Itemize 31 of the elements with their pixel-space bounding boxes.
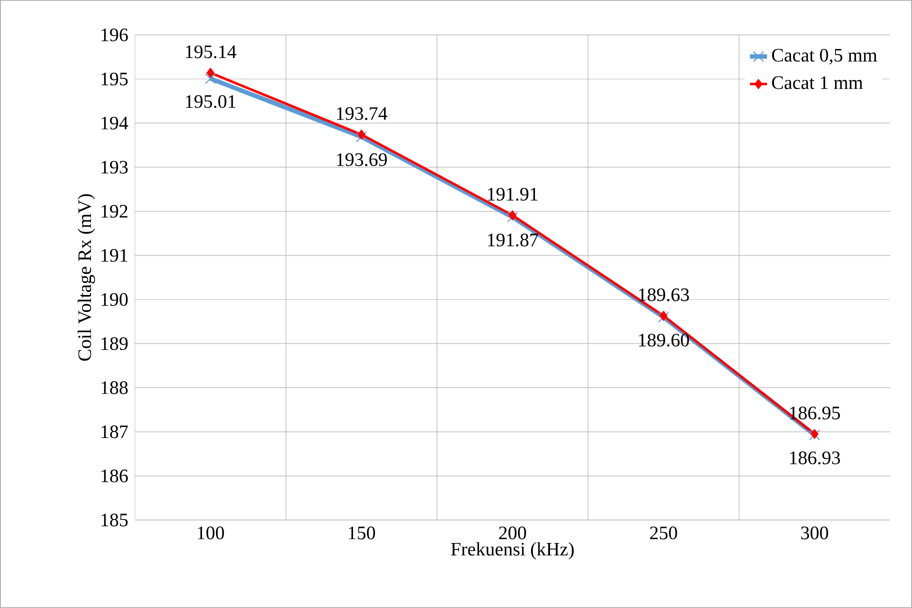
y-tick-label: 185 [102, 514, 128, 526]
y-tick-label: 193 [102, 160, 128, 174]
data-label: 191.87 [488, 234, 538, 247]
y-axis-title: Coil Voltage Rx (mV) [78, 194, 96, 361]
y-tick-label: 187 [102, 425, 128, 438]
y-tick-label: 191 [102, 249, 128, 262]
x-tick-label: 150 [348, 526, 376, 540]
data-label: 195.14 [186, 45, 236, 58]
y-tick-label: 195 [102, 72, 128, 86]
data-label: 193.74 [337, 107, 388, 120]
y-tick-label: 194 [102, 116, 128, 130]
y-tick-label: 189 [102, 337, 128, 350]
legend-label: Cacat 0,5 mm [772, 48, 878, 64]
y-tick-label: 188 [102, 381, 128, 394]
data-label: 189.63 [639, 288, 689, 302]
x-tick-label: 250 [650, 526, 678, 540]
x-axis-title: Frekuensi (kHz) [451, 542, 574, 560]
legend-label: Cacat 1 mm [772, 76, 863, 90]
y-tick-label: 192 [102, 204, 128, 218]
data-label: 189.60 [639, 334, 689, 347]
x-tick-label: 200 [499, 526, 526, 540]
data-label: 186.95 [790, 406, 840, 420]
data-label: 193.69 [337, 153, 387, 166]
data-label: 191.91 [488, 188, 538, 201]
x-tick-label: 300 [801, 526, 828, 540]
y-tick-label: 186 [102, 470, 128, 482]
y-tick-label: 190 [102, 293, 128, 306]
data-label: 186.93 [790, 451, 840, 464]
y-tick-label: 196 [102, 28, 128, 42]
data-label: 195.01 [186, 95, 236, 108]
x-tick-label: 100 [198, 526, 224, 540]
